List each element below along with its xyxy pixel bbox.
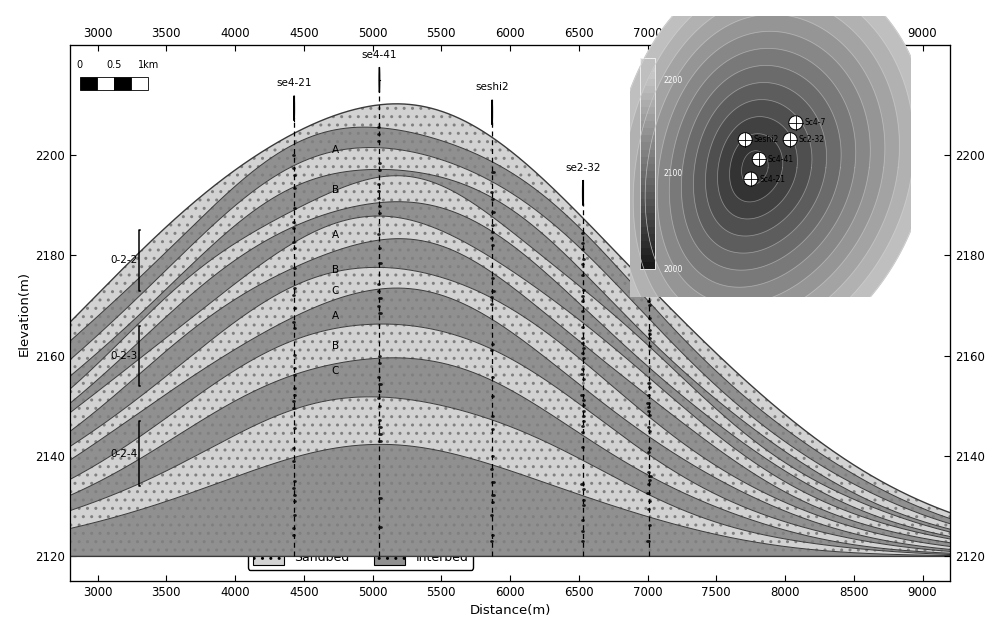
Bar [131,77,148,90]
Polygon shape [633,0,900,339]
Circle shape [789,116,803,130]
Polygon shape [742,151,768,185]
Polygon shape [717,116,797,219]
Bar [640,170,655,178]
Text: se4-41: se4-41 [362,50,397,59]
Polygon shape [621,0,914,355]
Bar [640,107,655,114]
Bar [640,163,655,171]
Polygon shape [657,31,870,304]
Text: 2000: 2000 [664,265,683,273]
Polygon shape [645,14,885,321]
Text: B: B [332,341,339,351]
Polygon shape [705,100,812,236]
Y-axis label: Elevation(m): Elevation(m) [18,270,31,356]
Bar [640,233,655,241]
Text: 0: 0 [77,60,83,70]
Polygon shape [856,203,893,234]
Text: se4-21: se4-21 [276,78,312,88]
Bar [640,72,655,79]
Text: Sc2-32: Sc2-32 [799,135,825,144]
Text: Sc4-41: Sc4-41 [768,155,794,164]
Bar [640,191,655,199]
Polygon shape [693,82,827,253]
Bar [640,149,655,157]
Text: C: C [332,286,339,295]
Bar [640,261,655,269]
Bar [97,77,114,90]
Bar [640,254,655,262]
Text: 1km: 1km [138,60,159,70]
Text: 0.5: 0.5 [106,60,122,70]
Text: 0-2-2: 0-2-2 [110,256,137,265]
Text: B: B [332,265,339,275]
Bar [114,77,131,90]
Bar [640,135,655,142]
Bar [640,58,655,269]
Bar [640,114,655,121]
Bar [640,79,655,86]
Bar [640,100,655,107]
Text: se2-32: se2-32 [565,163,601,173]
Text: 0-2-4: 0-2-4 [110,449,137,459]
Polygon shape [669,49,856,288]
Bar [640,65,655,72]
Bar [640,247,655,255]
Text: A: A [332,230,339,240]
Text: 2200: 2200 [664,76,683,85]
Text: B: B [332,185,339,195]
Bar [640,128,655,135]
Bar [640,156,655,164]
Circle shape [783,133,797,147]
Text: se4-7: se4-7 [634,231,663,241]
Legend: Sandbed, Interbed: Sandbed, Interbed [248,544,473,570]
Circle shape [752,152,766,166]
Text: 2100: 2100 [664,169,683,178]
Bar [640,212,655,220]
Text: A: A [332,145,339,155]
Text: Sc4-7: Sc4-7 [804,118,826,127]
Text: C: C [332,366,339,376]
Bar [640,240,655,248]
Bar [640,93,655,100]
Bar [640,177,655,185]
Bar [640,121,655,128]
Polygon shape [730,134,783,202]
Text: seshi2: seshi2 [475,82,509,92]
Bar [640,142,655,150]
Bar [640,86,655,93]
Bar [640,58,655,65]
Circle shape [744,172,758,186]
Polygon shape [681,65,841,270]
Bar [640,198,655,206]
Polygon shape [609,0,929,373]
Text: 0-2-3: 0-2-3 [110,351,137,361]
Bar [640,205,655,213]
Text: Seshi2: Seshi2 [754,135,779,144]
Bar [640,226,655,234]
Text: A: A [332,311,339,321]
Circle shape [738,133,752,147]
Text: Sc4-21: Sc4-21 [759,174,785,183]
Bar [80,77,97,90]
Bar [640,184,655,192]
X-axis label: Distance(m): Distance(m) [469,603,551,617]
Bar [640,219,655,227]
